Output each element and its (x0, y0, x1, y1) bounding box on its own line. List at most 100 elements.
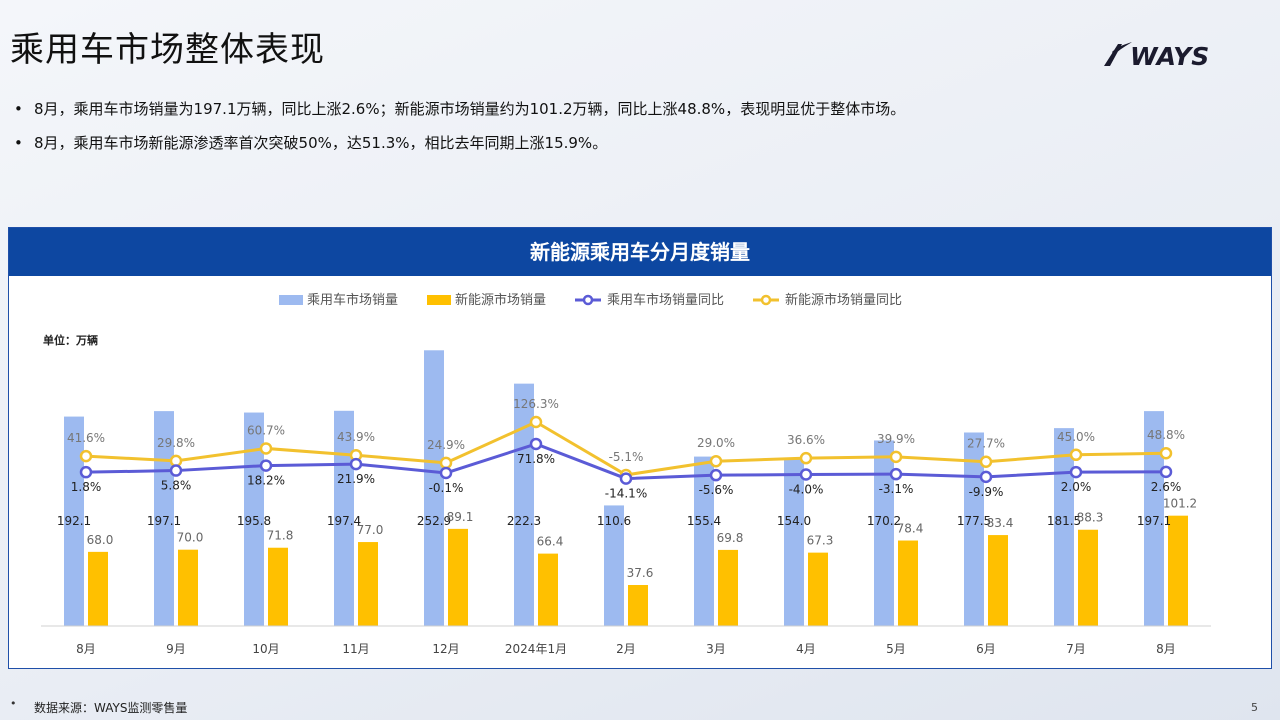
bar-nev (178, 549, 198, 626)
bar-total (154, 411, 174, 626)
nev-yoy-label: 29.0% (697, 436, 735, 450)
bar-total (514, 383, 534, 626)
nev-yoy-label: 43.9% (337, 430, 375, 444)
legend-marker (760, 294, 772, 306)
logo-mark-icon (1104, 42, 1132, 66)
bar-nev-label: 77.0 (357, 523, 384, 537)
nev-yoy-label: 48.8% (1147, 428, 1185, 442)
total-yoy-label: -14.1% (605, 487, 647, 501)
total-yoy-point (529, 437, 543, 451)
bar-total-label: 170.2 (867, 514, 901, 528)
nev-yoy-point (79, 449, 93, 463)
total-yoy-point (169, 464, 183, 477)
x-tick-label: 7月 (1066, 642, 1086, 656)
unit-label: 单位：万辆 (43, 333, 98, 347)
bar-total (1144, 411, 1164, 626)
summary-bullet: • 8月，乘用车市场销量为197.1万辆，同比上涨2.6%；新能源市场销量约为1… (14, 92, 905, 126)
total-yoy-label: 5.8% (161, 479, 192, 493)
bar-nev-label: 78.4 (897, 522, 924, 536)
bullet-dot: • (14, 100, 23, 118)
bar-nev-label: 88.3 (1077, 511, 1104, 525)
ways-logo: WAYS (1104, 42, 1209, 71)
bullet-dot: • (14, 134, 23, 152)
bar-total-label: 197.4 (327, 514, 361, 528)
nev-yoy-point (1069, 448, 1083, 462)
nev-yoy-label: 45.0% (1057, 430, 1095, 444)
footer-bullet: • (10, 697, 17, 710)
bar-total (784, 458, 804, 626)
bar-nev-label: 71.8 (267, 529, 294, 543)
x-tick-label: 8月 (1156, 642, 1176, 656)
bar-nev-label: 67.3 (807, 534, 834, 548)
total-yoy-label: -9.9% (969, 485, 1004, 499)
nev-yoy-label: -5.1% (609, 450, 644, 464)
legend-label: 新能源市场销量同比 (785, 292, 902, 308)
nev-yoy-point (799, 451, 813, 465)
bar-nev (448, 528, 468, 626)
summary-bullets: • 8月，乘用车市场销量为197.1万辆，同比上涨2.6%；新能源市场销量约为1… (14, 92, 905, 160)
total-yoy-label: 2.0% (1061, 480, 1092, 494)
total-yoy-point (619, 472, 633, 485)
total-yoy-label: 18.2% (247, 474, 285, 488)
x-tick-label: 9月 (166, 642, 186, 656)
total-yoy-point (979, 470, 993, 484)
bar-total-label: 110.6 (597, 514, 631, 528)
nev-yoy-label: 39.9% (877, 432, 915, 446)
x-tick-label: 2月 (616, 642, 636, 656)
bar-nev (988, 535, 1008, 626)
bar-nev (628, 585, 648, 626)
bar-nev (718, 549, 738, 626)
bar-nev-label: 69.8 (717, 531, 744, 545)
nev-yoy-label: 41.6% (67, 431, 105, 445)
summary-text: 8月，乘用车市场销量为197.1万辆，同比上涨2.6%；新能源市场销量约为101… (34, 100, 906, 118)
logo-wordmark: WAYS (1130, 42, 1209, 71)
legend-label: 乘用车市场销量同比 (607, 292, 724, 308)
bar-nev (898, 540, 918, 626)
total-yoy-point (349, 457, 363, 471)
bar-nev-label: 83.4 (987, 516, 1014, 530)
legend-label: 乘用车市场销量 (307, 292, 398, 308)
bar-nev (808, 552, 828, 626)
nev-yoy-label: 36.6% (787, 433, 825, 447)
total-yoy-label: 71.8% (517, 452, 555, 466)
bar-nev-label: 89.1 (447, 510, 474, 524)
bar-nev-label: 66.4 (537, 535, 564, 549)
bar-total-label: 252.9 (417, 514, 451, 528)
bar-nev (538, 553, 558, 626)
page-number: 5 (1251, 701, 1258, 714)
nev-yoy-label: 27.7% (967, 437, 1005, 451)
x-tick-label: 12月 (432, 642, 459, 656)
bar-total-label: 181.5 (1047, 514, 1081, 528)
bar-nev (268, 547, 288, 626)
bar-nev (1168, 515, 1188, 626)
bar-total (874, 440, 894, 626)
bar-total (64, 416, 84, 626)
total-yoy-label: -3.1% (879, 482, 914, 496)
x-tick-label: 2024年1月 (505, 642, 567, 656)
bar-total (604, 505, 624, 626)
x-tick-label: 10月 (252, 642, 279, 656)
bar-total-label: 192.1 (57, 514, 91, 528)
nev-yoy-point (709, 454, 723, 468)
total-yoy-label: -5.6% (699, 483, 734, 497)
bar-total-label: 177.5 (957, 514, 991, 528)
bar-total-label: 154.0 (777, 514, 811, 528)
bar-nev (1078, 529, 1098, 626)
bar-total (694, 456, 714, 626)
bar-nev-label: 70.0 (177, 531, 204, 545)
total-yoy-label: 2.6% (1151, 480, 1182, 494)
nev-yoy-label: 29.8% (157, 436, 195, 450)
total-yoy-label: -0.1% (429, 481, 464, 495)
bar-nev-label: 101.2 (1163, 497, 1197, 511)
bar-nev (88, 551, 108, 626)
bar-nev (358, 542, 378, 626)
bar-total-label: 195.8 (237, 514, 271, 528)
nev-yoy-point (439, 456, 453, 470)
chart-panel: 新能源乘用车分月度销量 乘用车市场销量 新能源市场销量 乘用车市场销量同比 新能源市场… (8, 227, 1272, 669)
bar-total (964, 432, 984, 626)
total-yoy-label: 1.8% (71, 480, 102, 494)
legend-label: 新能源市场销量 (455, 292, 546, 308)
legend-swatch (279, 295, 303, 305)
total-yoy-point (709, 468, 723, 482)
